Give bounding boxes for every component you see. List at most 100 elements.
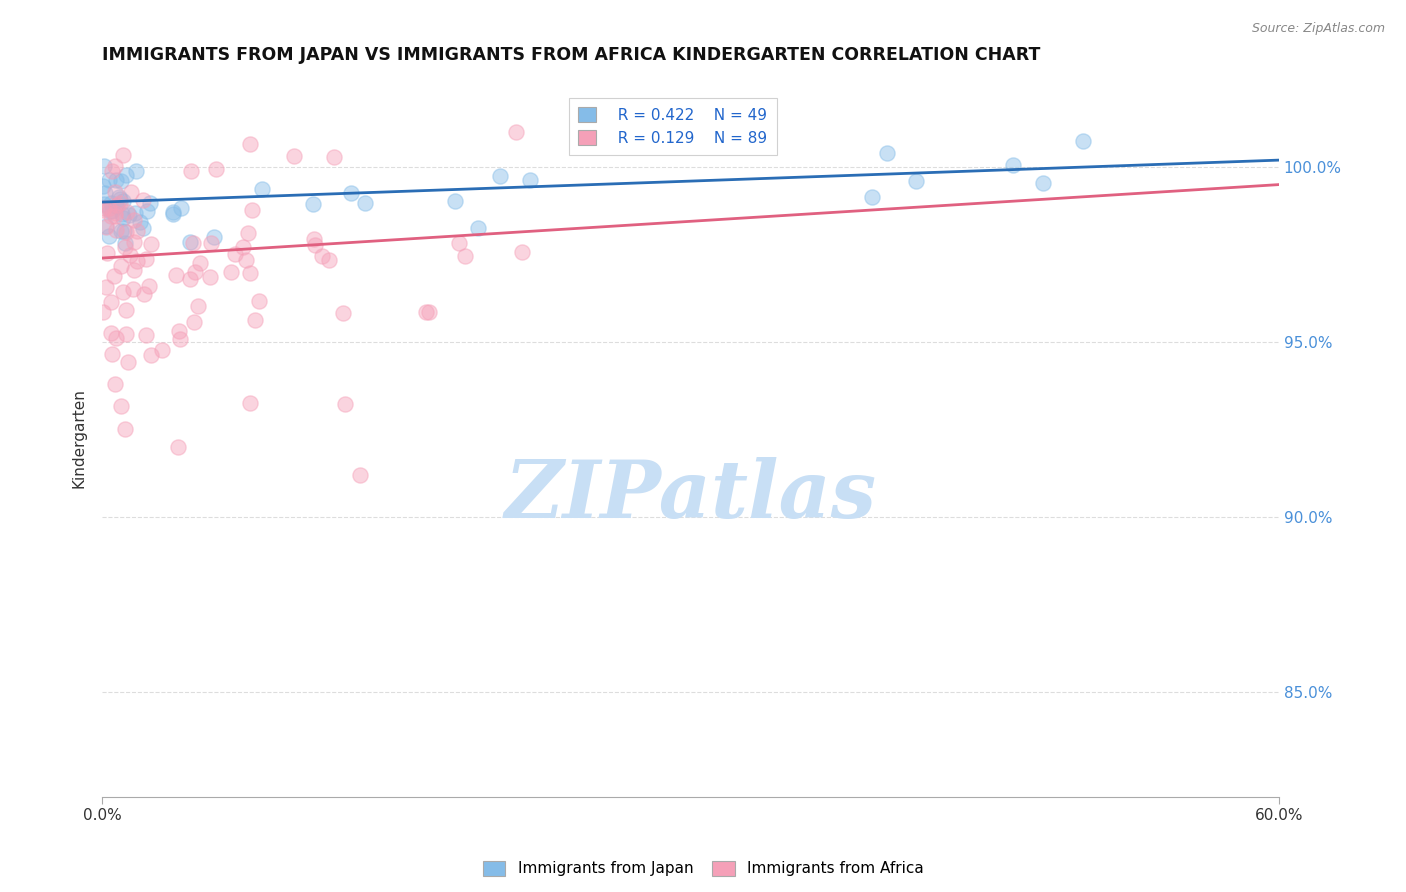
Point (860, 189, 883, 203)
Point (238, 226, 260, 240)
Point (111, 285, 134, 300)
Point (333, 397, 356, 411)
Point (311, 249, 333, 263)
Point (150, 343, 173, 358)
Point (94, 280, 117, 294)
Point (104, 330, 127, 344)
Point (115, 205, 138, 219)
Point (349, 468, 371, 483)
Point (94, 220, 117, 235)
Point (505, 125, 527, 139)
Point (122, 212, 145, 227)
Point (96, 245, 118, 260)
Point (170, 201, 193, 215)
Point (132, 220, 155, 235)
Point (93, 159, 115, 173)
Point (204, 230, 226, 244)
Point (165, 268, 187, 282)
Point (111, 207, 134, 221)
Text: ZIPatlas: ZIPatlas (505, 457, 876, 534)
Point (100, 295, 122, 310)
Point (105, 198, 128, 212)
Point (318, 252, 340, 267)
Point (247, 294, 270, 309)
Point (115, 225, 138, 239)
Point (93, 305, 115, 319)
Point (111, 194, 134, 208)
Point (93, 197, 115, 211)
Point (332, 306, 354, 320)
Point (180, 164, 202, 178)
Point (105, 199, 128, 213)
Point (418, 304, 440, 318)
Point (235, 253, 257, 268)
Point (97, 173, 120, 187)
Point (243, 313, 266, 327)
Point (224, 247, 246, 261)
Point (110, 224, 132, 238)
Point (200, 269, 222, 284)
Point (100, 209, 122, 223)
Point (125, 224, 148, 238)
Point (115, 303, 138, 318)
Point (103, 268, 125, 283)
Point (489, 169, 512, 183)
Point (1001, 158, 1024, 172)
Point (120, 247, 142, 261)
Point (100, 326, 122, 340)
Point (162, 206, 184, 220)
Point (118, 208, 141, 222)
Point (97, 202, 120, 216)
Point (166, 440, 188, 454)
Point (205, 162, 228, 177)
Point (179, 235, 201, 250)
Point (447, 235, 470, 250)
Point (187, 299, 209, 313)
Point (188, 256, 211, 270)
Point (96, 219, 118, 233)
Point (110, 173, 132, 187)
Point (304, 237, 326, 252)
Point (104, 206, 127, 220)
Point (114, 235, 136, 250)
Point (101, 347, 124, 361)
Legend: Immigrants from Japan, Immigrants from Africa: Immigrants from Japan, Immigrants from A… (477, 855, 929, 882)
Point (112, 224, 135, 238)
Point (200, 236, 222, 251)
Point (139, 348, 162, 362)
Point (239, 266, 262, 280)
Point (232, 240, 254, 254)
Point (444, 194, 467, 208)
Point (283, 148, 305, 162)
Point (112, 148, 135, 162)
Point (117, 355, 139, 369)
Point (301, 197, 323, 211)
Point (120, 186, 142, 200)
Point (100, 196, 122, 211)
Point (239, 137, 262, 152)
Point (353, 195, 375, 210)
Point (115, 326, 138, 341)
Point (132, 287, 155, 301)
Point (132, 193, 155, 207)
Point (454, 249, 477, 263)
Point (183, 315, 205, 329)
Point (221, 265, 243, 279)
Point (135, 203, 157, 218)
Point (114, 422, 136, 436)
Point (108, 192, 131, 206)
Text: Source: ZipAtlas.com: Source: ZipAtlas.com (1251, 22, 1385, 36)
Point (135, 328, 157, 343)
Point (340, 186, 363, 200)
Point (467, 221, 489, 235)
Point (104, 209, 127, 223)
Point (250, 181, 273, 195)
Point (111, 211, 134, 226)
Point (169, 324, 191, 338)
Point (129, 215, 152, 229)
Point (169, 333, 191, 347)
Point (139, 237, 162, 252)
Point (101, 164, 124, 178)
Point (323, 150, 346, 164)
Point (91, 203, 114, 218)
